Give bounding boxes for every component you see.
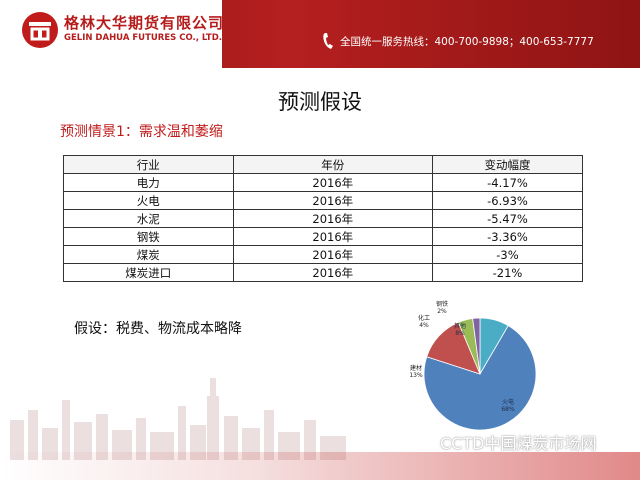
pie-label: 建材 13% [409, 364, 423, 379]
table-row: 火电 2016年 -6.93% [63, 191, 584, 210]
brand-name-cn: 格林大华期货有限公司 [64, 14, 225, 32]
pie-label: 钢铁 2% [436, 300, 448, 315]
header-banner: 格林大华期货有限公司 GELIN DAHUA FUTURES CO., LTD.… [0, 0, 640, 68]
forecast-table: 行业 年份 变动幅度 电力 2016年 -4.17% 火电 2016年 -6.9… [63, 155, 584, 282]
cell-industry: 煤炭 [63, 245, 234, 264]
hotline: 全国统一服务热线：400-700-9898；400-653-7777 [322, 32, 594, 50]
watermark: CCTD中国煤炭市场网 [420, 430, 596, 454]
pie-label: 其他 8% [454, 322, 466, 337]
table-header-row: 行业 年份 变动幅度 [63, 155, 584, 174]
brand-name-en: GELIN DAHUA FUTURES CO., LTD. [64, 33, 222, 43]
table-row: 煤炭进口 2016年 -21% [63, 263, 584, 282]
slide-title: 预测假设 [278, 90, 362, 114]
cell-change: -6.93% [431, 191, 584, 210]
pie-label: 化工 4% [418, 314, 430, 329]
cell-change: -3% [431, 245, 584, 264]
cell-year: 2016年 [232, 209, 433, 228]
pie-slice-1 [423, 325, 537, 431]
cell-year: 2016年 [232, 227, 433, 246]
hotline-text: 全国统一服务热线：400-700-9898；400-653-7777 [340, 35, 594, 48]
wechat-icon [420, 435, 436, 448]
pie-label: 火电 68% [501, 398, 515, 413]
table-row: 钢铁 2016年 -3.36% [63, 227, 584, 246]
cell-year: 2016年 [232, 173, 433, 192]
cell-change: -21% [431, 263, 584, 282]
company-logo-icon [22, 12, 58, 48]
cell-change: -5.47% [431, 209, 584, 228]
cell-change: -4.17% [431, 173, 584, 192]
footer-band [0, 452, 640, 480]
cell-change: -3.36% [431, 227, 584, 246]
industry-share-pie-chart: 火电 68% 建材 13% 化工 4% 钢铁 2% 其他 8% [409, 300, 537, 431]
cell-industry: 水泥 [63, 209, 234, 228]
cell-industry: 煤炭进口 [63, 263, 234, 282]
pie-slice-4 [472, 317, 481, 375]
scenario-heading: 预测情景1：需求温和萎缩 [60, 124, 223, 140]
column-header-change: 变动幅度 [431, 155, 584, 174]
column-header-industry: 行业 [63, 155, 234, 174]
table-row: 电力 2016年 -4.17% [63, 173, 584, 192]
cell-industry: 电力 [63, 173, 234, 192]
watermark-text: CCTD中国煤炭市场网 [440, 434, 597, 453]
cell-year: 2016年 [232, 191, 433, 210]
assumption-text: 假设：税费、物流成本略降 [74, 321, 242, 337]
city-skyline-graphic [10, 378, 346, 460]
cell-year: 2016年 [232, 245, 433, 264]
phone-icon [323, 33, 333, 49]
cell-year: 2016年 [232, 263, 433, 282]
logo-area: 格林大华期货有限公司 GELIN DAHUA FUTURES CO., LTD. [0, 0, 225, 68]
cell-industry: 火电 [63, 191, 234, 210]
column-header-year: 年份 [232, 155, 433, 174]
table-row: 煤炭 2016年 -3% [63, 245, 584, 264]
cell-industry: 钢铁 [63, 227, 234, 246]
table-row: 水泥 2016年 -5.47% [63, 209, 584, 228]
